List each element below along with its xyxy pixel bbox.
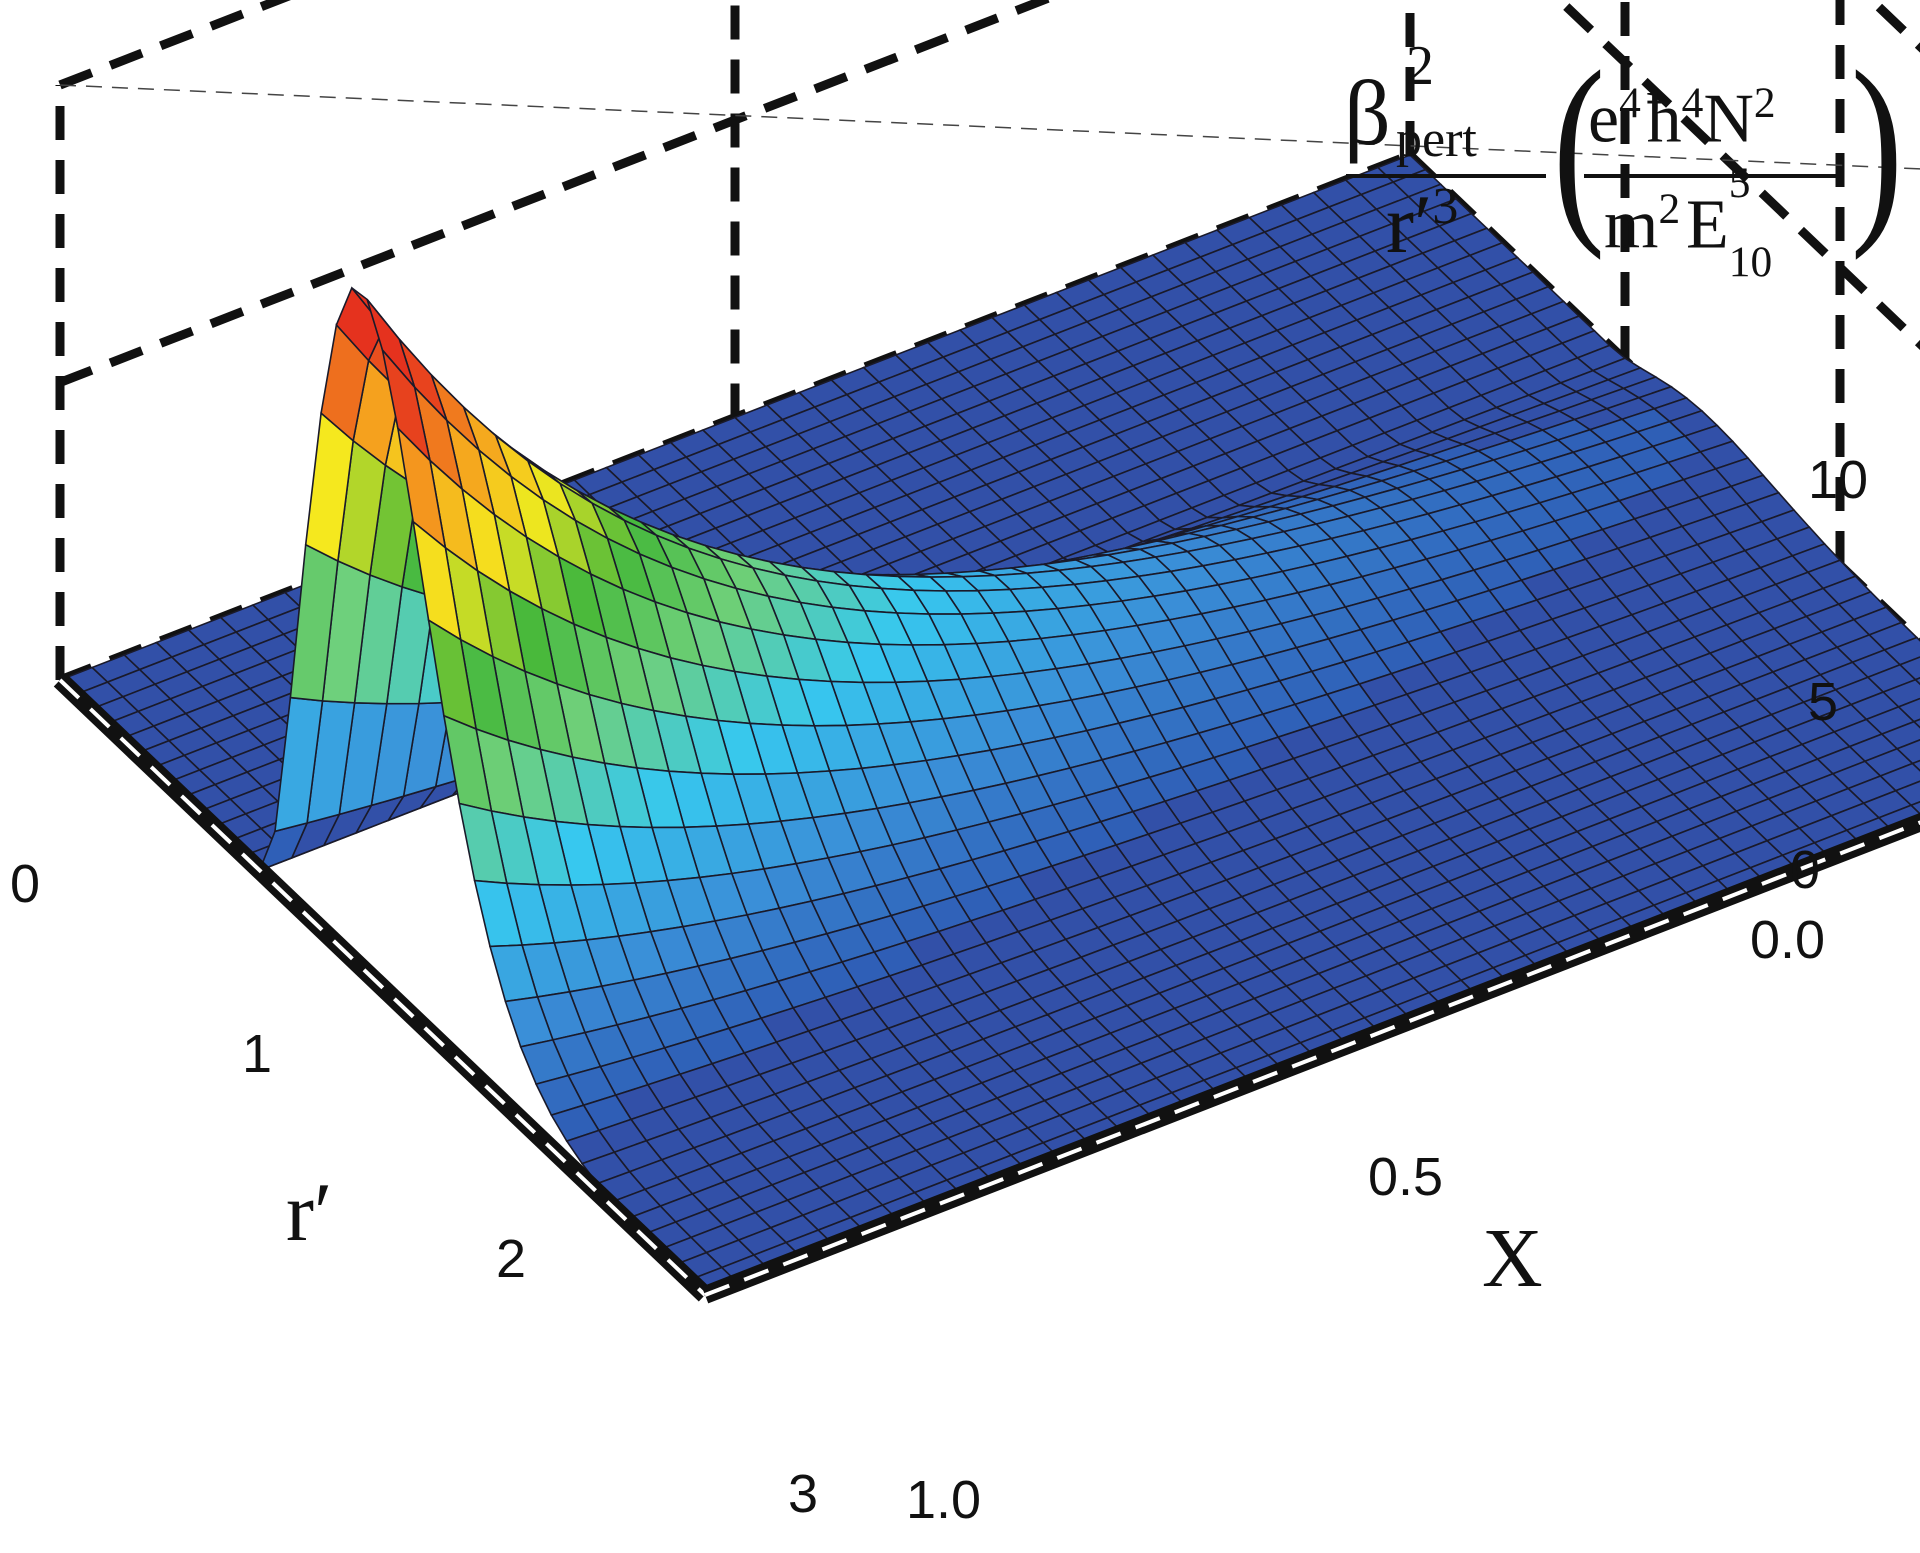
z-label-unit-bar [1584, 174, 1836, 178]
surface-mesh [58, 154, 1920, 1296]
x-tick-3: 3 [788, 1464, 818, 1524]
z-label-unit-numerator: e4 ħ4N2 [1588, 79, 1776, 158]
back-guide-line-0 [59, 84, 1920, 170]
z-label-unit-denominator: m2 E 5 10 [1604, 159, 1773, 287]
z-label-left-paren: ( [1552, 29, 1606, 261]
z-label-beta-sup: 2 [1406, 35, 1434, 97]
z-label-beta-sub: pert [1396, 111, 1477, 168]
x-axis-label: r′ [286, 1166, 332, 1259]
z-tick-0: 0 [1790, 840, 1820, 900]
y-tick-1: 0.5 [1368, 1147, 1443, 1207]
z-tick-5: 5 [1808, 672, 1838, 732]
z-label-right-paren: ) [1850, 29, 1904, 261]
z-label-beta: β [1344, 62, 1391, 164]
y-tick-0: 0.0 [1750, 910, 1825, 970]
z-label-denominator: r′3 [1386, 178, 1459, 271]
x-tick-2: 2 [496, 1229, 526, 1289]
y-tick-2: 1.0 [906, 1470, 981, 1530]
front-box-frame [53, 0, 1920, 1304]
back-grid-line-8 [1552, 0, 1920, 350]
x-tick-0: 0 [10, 854, 40, 914]
y-axis-label: X [1482, 1212, 1543, 1305]
z-axis-label: β 2 pert r′3 ( e4 ħ4N2 m2 E 5 10 ) [1326, 24, 1916, 287]
z-label-fraction-bar [1346, 174, 1546, 178]
x-tick-1: 1 [242, 1024, 272, 1084]
front-edge-dash-0 [58, 678, 707, 1297]
front-edge-dash-1 [704, 820, 1920, 1297]
z-tick-10: 10 [1808, 450, 1868, 510]
